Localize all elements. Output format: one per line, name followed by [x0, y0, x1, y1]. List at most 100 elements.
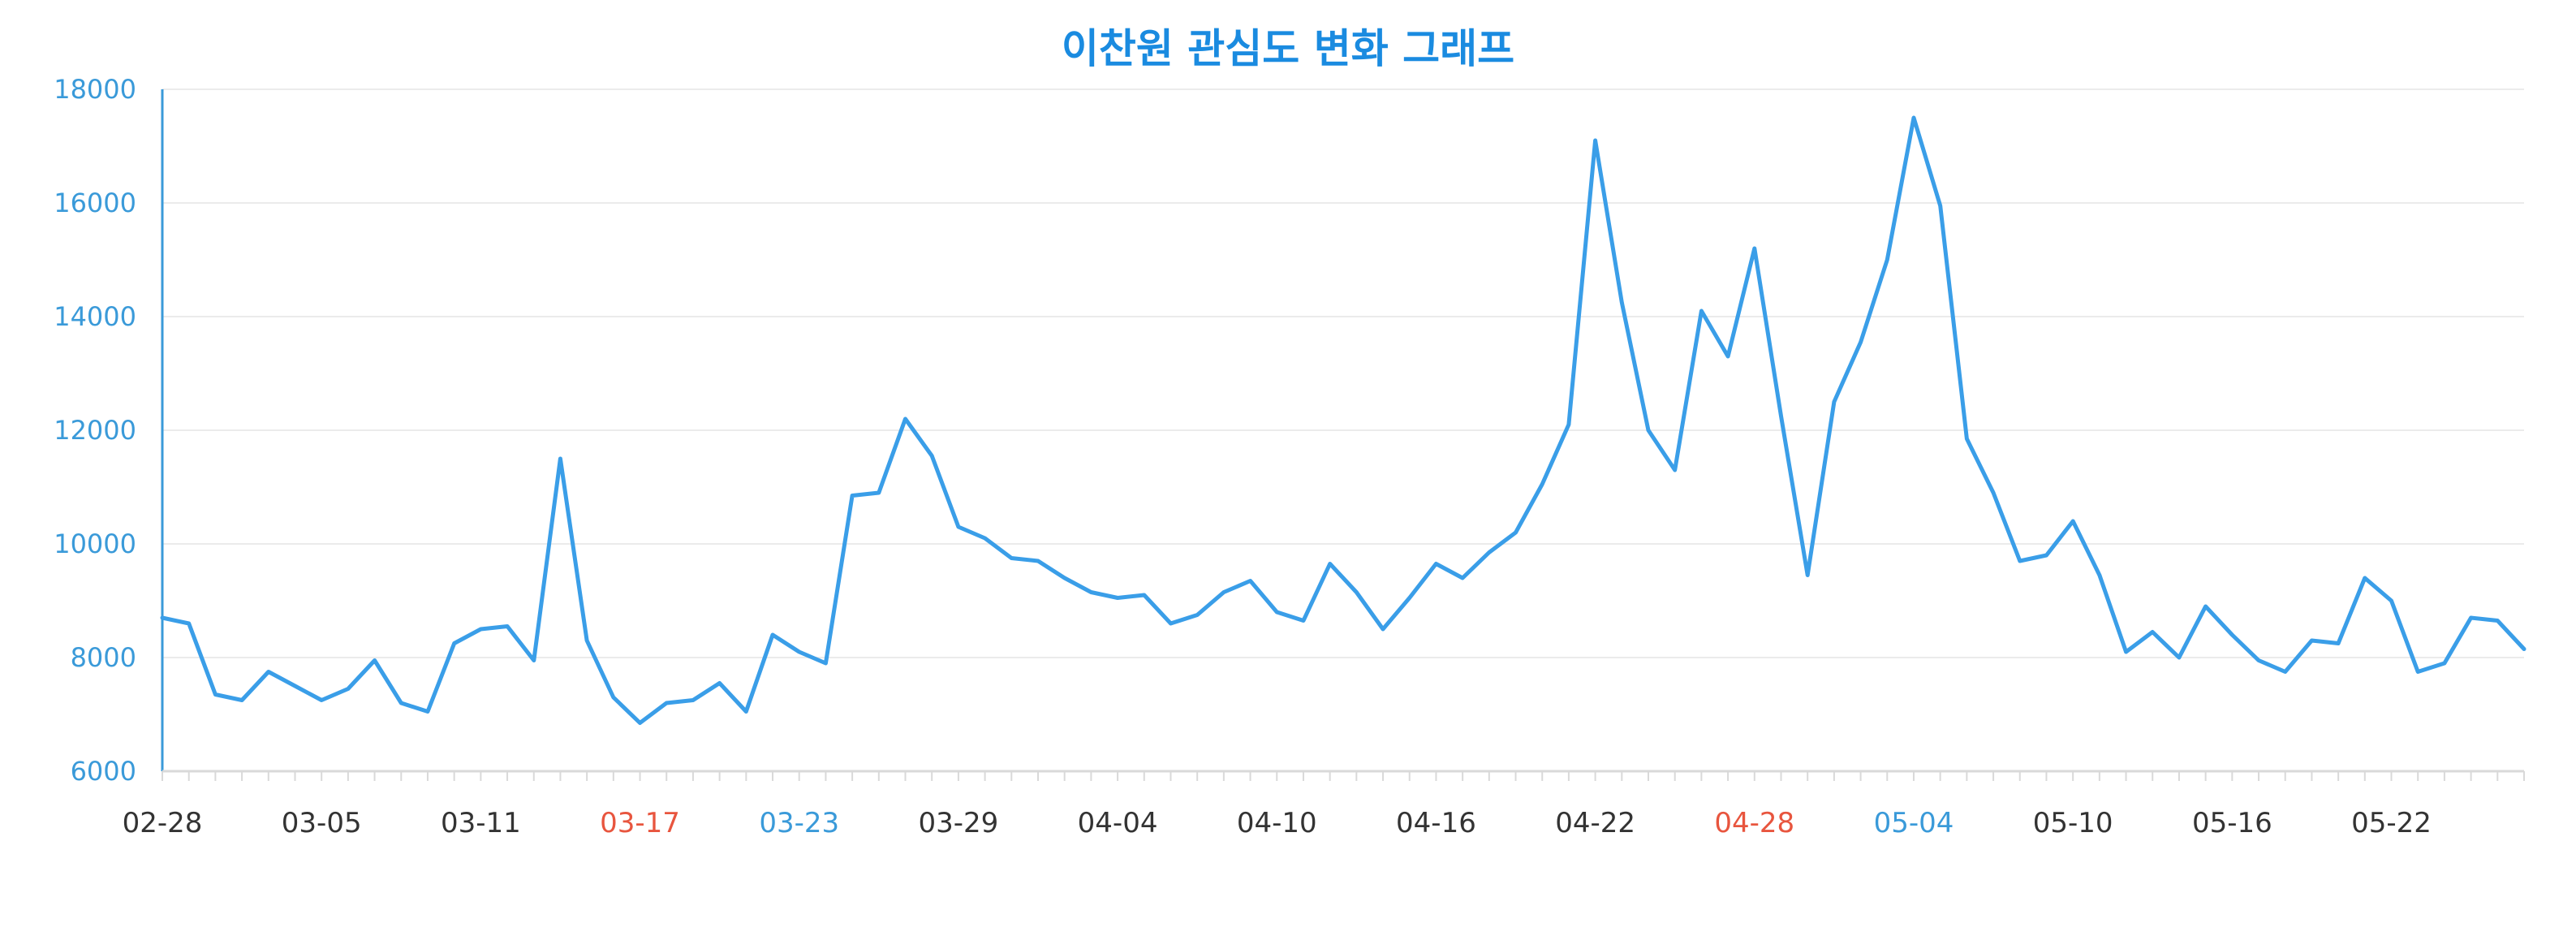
data-point: [2283, 670, 2288, 675]
data-point: [1540, 482, 1544, 487]
data-point: [1036, 559, 1040, 563]
data-point: [2229, 632, 2234, 637]
data-point: [1725, 354, 1730, 359]
y-tick-label: 8000: [71, 642, 136, 673]
y-tick-label: 16000: [54, 188, 136, 218]
data-point: [478, 627, 483, 632]
x-tick-label: 03-29: [919, 807, 999, 839]
x-axis: 02-28 03-05 03-11 03-17 03-23 03-29 04-04 04-10…: [123, 771, 2524, 839]
data-point: [239, 698, 244, 703]
data-point: [319, 698, 324, 703]
y-tick-label: 12000: [54, 415, 136, 446]
data-point: [584, 638, 589, 643]
data-point: [1009, 556, 1014, 561]
data-point: [213, 692, 218, 697]
data-point: [903, 416, 908, 421]
data-point: [1142, 593, 1147, 597]
data-point: [1460, 576, 1465, 580]
data-point: [1168, 621, 1173, 626]
data-point: [1964, 437, 1969, 442]
data-point: [2469, 615, 2474, 620]
series-layer: [160, 115, 2526, 726]
data-point: [1221, 590, 1226, 595]
data-point: [1381, 627, 1385, 632]
data-point: [373, 658, 377, 663]
x-tick-label: 04-10: [1237, 807, 1317, 839]
data-point: [1115, 596, 1120, 601]
x-tick-label: 03-23: [759, 807, 839, 839]
x-tick-label: 05-04: [1874, 807, 1954, 839]
data-point: [929, 454, 934, 459]
data-point: [1248, 579, 1253, 584]
data-point: [187, 621, 192, 626]
y-tick-label: 18000: [54, 74, 136, 105]
data-point: [505, 624, 510, 629]
data-point: [2070, 519, 2075, 524]
data-point: [1699, 308, 1704, 313]
data-point: [1088, 590, 1093, 595]
data-point: [1328, 562, 1333, 567]
data-point: [823, 661, 828, 666]
y-tick-label: 6000: [71, 756, 136, 787]
data-point: [1593, 138, 1598, 143]
data-point: [2124, 649, 2129, 654]
data-point: [398, 701, 403, 705]
data-point: [1619, 300, 1624, 305]
data-point: [1673, 468, 1678, 472]
y-axis: 6000 8000 10000 12000 14000 16000 18000: [54, 74, 162, 787]
data-point: [664, 701, 669, 705]
data-point: [717, 681, 722, 686]
x-tick-label: 03-11: [441, 807, 521, 839]
series-line: [162, 118, 2524, 723]
data-point: [266, 670, 271, 675]
data-point: [1938, 204, 1943, 209]
data-point: [1062, 576, 1067, 580]
data-point: [850, 494, 855, 498]
data-point: [2044, 553, 2048, 558]
y-tick-label: 14000: [54, 301, 136, 332]
data-point: [2256, 658, 2261, 663]
data-point: [1991, 490, 1996, 495]
data-point: [1859, 340, 1863, 345]
data-point: [1274, 610, 1279, 615]
chart-title: 이찬원 관심도 변화 그래프: [1062, 25, 1514, 72]
data-point: [160, 615, 165, 620]
data-point: [2309, 638, 2314, 643]
data-point: [2389, 598, 2394, 603]
y-tick-label: 10000: [54, 528, 136, 559]
data-point: [1805, 573, 1810, 578]
data-point: [1407, 596, 1412, 601]
data-point: [425, 710, 430, 714]
data-point: [691, 698, 696, 703]
data-point: [1301, 619, 1306, 623]
x-tick-label: 03-05: [282, 807, 362, 839]
data-point: [1752, 246, 1757, 251]
data-point: [2018, 559, 2022, 563]
data-point: [877, 490, 881, 495]
data-point: [743, 710, 748, 714]
data-point: [2203, 604, 2208, 609]
data-point: [1885, 257, 1889, 262]
x-tick-label: 03-17: [600, 807, 680, 839]
data-point: [558, 456, 562, 461]
data-point: [770, 632, 775, 637]
data-point: [2442, 661, 2447, 666]
data-point: [1778, 414, 1783, 419]
x-tick-label: 05-10: [2033, 807, 2113, 839]
x-tick-label: 05-16: [2192, 807, 2272, 839]
data-point: [611, 695, 616, 700]
data-point: [956, 524, 961, 529]
data-point: [1514, 530, 1518, 535]
data-point: [983, 536, 988, 541]
data-point: [532, 658, 536, 663]
data-point: [1566, 422, 1571, 427]
data-point: [1832, 399, 1837, 404]
data-point: [2495, 619, 2500, 623]
data-point: [1911, 115, 1916, 120]
data-point: [2363, 576, 2367, 580]
data-point: [638, 721, 643, 726]
x-tick-label: 04-04: [1078, 807, 1158, 839]
data-point: [797, 649, 802, 654]
